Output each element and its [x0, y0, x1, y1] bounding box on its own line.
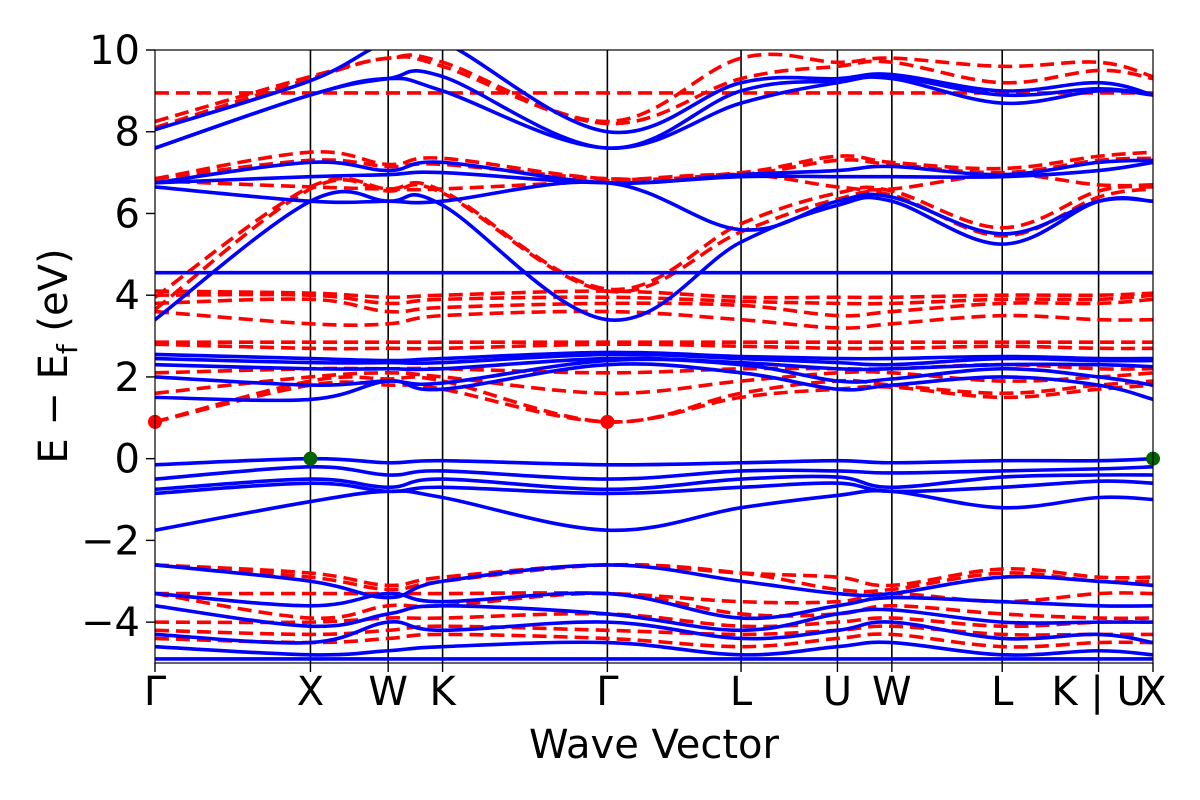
y-tick-label: 0 — [115, 437, 140, 483]
spin-up-band-line — [155, 479, 1153, 496]
x-tick-label: X — [297, 669, 324, 715]
spin-up-band-line — [155, 362, 1153, 403]
spin-up-band-line — [155, 603, 1153, 633]
band-edge-marker — [303, 451, 318, 466]
spin-down-band-line — [155, 176, 1153, 299]
y-tick-label: 8 — [115, 110, 140, 156]
spin-up-band-line — [155, 620, 1153, 645]
spin-up-band-line — [155, 158, 1153, 185]
x-tick-label: Γ — [144, 669, 167, 715]
spin-down-band-line — [155, 611, 1153, 629]
spin-up-band-line — [155, 50, 1153, 135]
spin-down-band-line — [155, 52, 1153, 124]
x-tick-label: X — [1139, 669, 1166, 715]
spin-up-band-line — [155, 189, 1153, 322]
y-tick-label: −4 — [81, 600, 140, 646]
x-tick-label: K | U — [1051, 669, 1145, 715]
spin-up-band-line — [155, 591, 1153, 621]
spin-down-band-line — [155, 563, 1153, 588]
spin-down-band-line — [155, 380, 1153, 424]
bands-layer — [155, 50, 1153, 661]
x-tick-label: Γ — [596, 669, 619, 715]
spin-up-band-line — [155, 488, 1153, 533]
spin-up-band-line — [155, 352, 1153, 367]
spin-down-band-line — [155, 632, 1153, 649]
spin-down-band-line — [155, 309, 1153, 330]
x-tick-label: K — [429, 669, 457, 715]
y-tick-label: 10 — [89, 28, 140, 74]
y-axis-title-suffix: (eV) — [31, 248, 77, 344]
spin-down-band-line — [155, 375, 1153, 424]
spin-down-band-line — [155, 591, 1153, 621]
spin-up-band-line — [155, 456, 1153, 467]
y-axis-title-prefix: E − E — [31, 354, 77, 464]
x-tick-label: L — [991, 669, 1014, 715]
y-tick-label: −2 — [81, 518, 140, 564]
spin-up-band-line — [155, 640, 1153, 657]
y-axis-ticks: −4 −2 0 2 4 6 8 10 — [81, 28, 155, 646]
spin-down-band-line — [155, 297, 1153, 318]
spin-down-band-line — [155, 292, 1153, 306]
spin-down-band-line — [155, 342, 1153, 351]
x-tick-label: U — [823, 669, 852, 715]
spin-up-band-line — [155, 356, 1153, 372]
x-axis-title: Wave Vector — [529, 722, 780, 768]
spin-up-band-line — [155, 473, 1153, 492]
band-edge-marker — [600, 414, 615, 429]
spin-up-band-line — [155, 465, 1153, 481]
spin-up-band-line — [155, 180, 1153, 236]
x-tick-label: L — [730, 669, 753, 715]
y-tick-label: 2 — [115, 355, 140, 401]
y-axis-title-subscript: f — [51, 343, 84, 354]
y-tick-label: 4 — [115, 273, 140, 319]
plot-frame — [154, 49, 1154, 664]
spin-down-band-line — [155, 289, 1153, 300]
x-tick-label: W — [872, 669, 912, 715]
spin-up-band-line — [155, 350, 1153, 363]
spin-down-band-line — [155, 591, 1153, 605]
x-tick-label: W — [368, 669, 408, 715]
spin-down-band-line — [155, 369, 1153, 396]
y-axis-title: E − Ef (eV) — [31, 248, 84, 463]
y-tick-label: 6 — [115, 191, 140, 237]
spin-up-band-line — [155, 563, 1153, 600]
spin-up-band-line — [155, 69, 1153, 150]
